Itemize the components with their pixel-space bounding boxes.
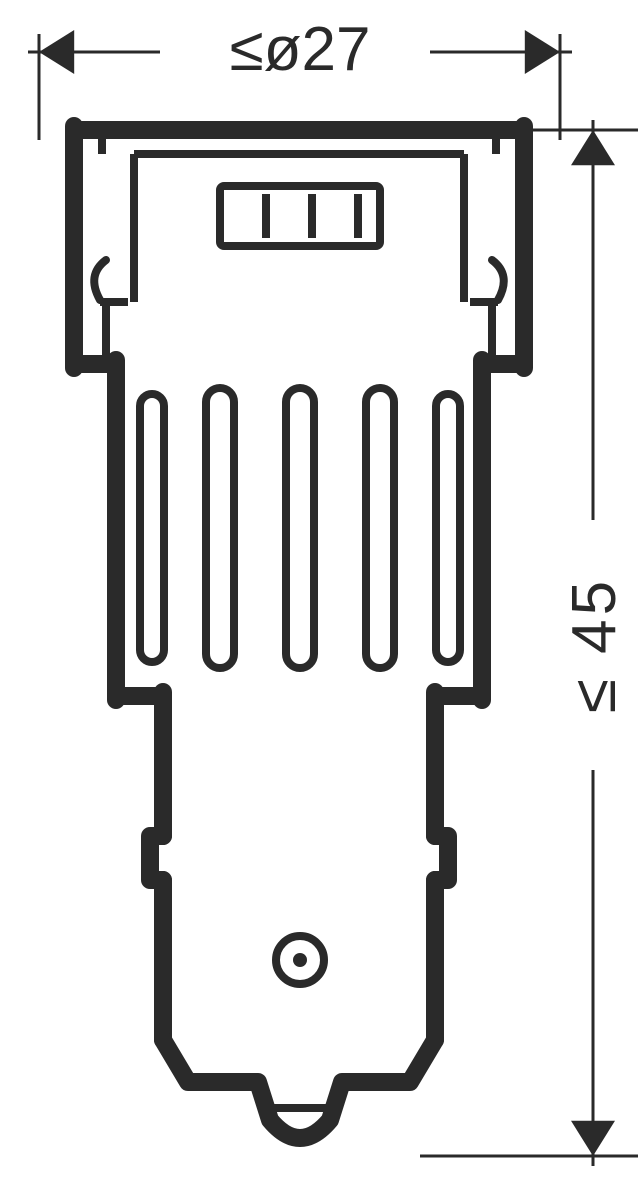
width-dimension-label: ≤ø27 — [230, 15, 371, 84]
height-dimension-label: ≤ 45 — [560, 577, 629, 713]
technical-drawing: ≤ø27 ≤ 45 — [0, 0, 644, 1200]
